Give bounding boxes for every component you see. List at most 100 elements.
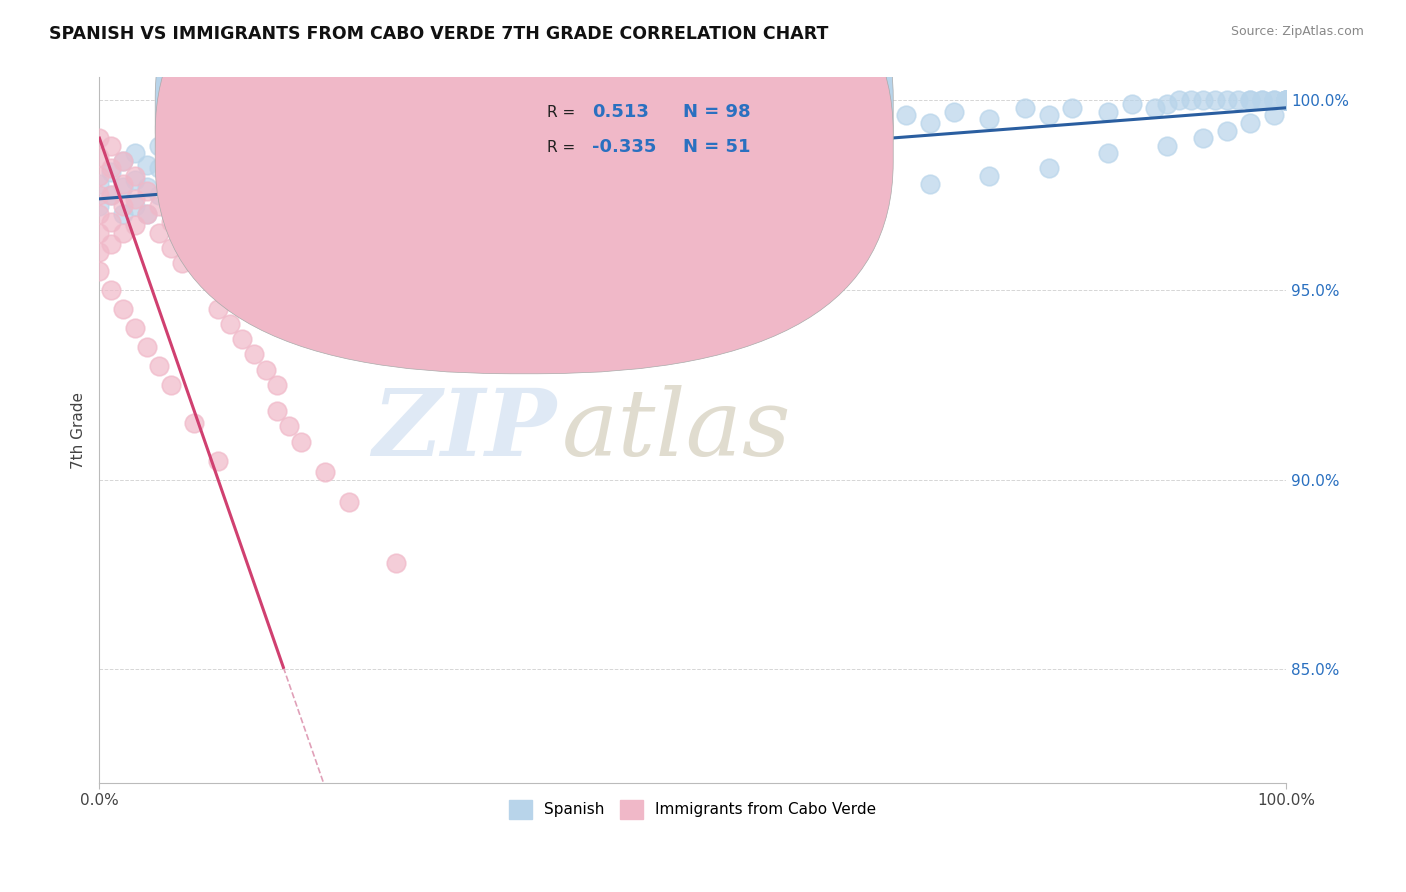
Point <box>89 244 111 259</box>
Point <box>800 207 823 221</box>
Point <box>124 192 146 206</box>
Point <box>326 146 349 161</box>
Point <box>942 104 965 119</box>
Point <box>741 244 763 259</box>
Point <box>159 153 181 168</box>
Point <box>207 153 229 168</box>
Point <box>1239 93 1261 107</box>
Point <box>266 404 288 418</box>
Point <box>89 150 111 164</box>
Point <box>1227 93 1250 107</box>
Point <box>100 283 122 297</box>
Point <box>302 153 325 168</box>
Point <box>278 158 301 172</box>
Point <box>918 116 941 130</box>
Point <box>979 169 1001 183</box>
Point <box>100 188 122 202</box>
Point <box>124 199 146 213</box>
Text: -0.335: -0.335 <box>592 138 657 156</box>
Point <box>124 146 146 161</box>
Point <box>1038 161 1060 176</box>
Point <box>337 495 360 509</box>
Point <box>1263 108 1285 122</box>
Point <box>112 226 135 240</box>
Point <box>89 131 111 145</box>
Point <box>195 169 218 183</box>
Point <box>100 165 122 179</box>
Point <box>468 150 491 164</box>
Point <box>1251 93 1274 107</box>
Point <box>148 359 170 373</box>
Text: R =: R = <box>547 104 579 120</box>
Point <box>89 169 111 183</box>
Point <box>135 158 157 172</box>
Point <box>621 135 644 149</box>
Point <box>159 214 181 228</box>
Point <box>112 199 135 213</box>
Point <box>89 188 111 202</box>
Point <box>1275 93 1298 107</box>
Point <box>89 199 111 213</box>
Point <box>396 153 419 168</box>
Point <box>896 108 918 122</box>
FancyBboxPatch shape <box>155 0 893 338</box>
Point <box>135 207 157 221</box>
Point <box>135 340 157 354</box>
Point <box>1121 97 1143 112</box>
Point <box>1180 93 1202 107</box>
Point <box>89 177 111 191</box>
Point <box>1062 101 1084 115</box>
FancyBboxPatch shape <box>491 85 865 180</box>
Point <box>1014 101 1036 115</box>
Point <box>1215 123 1237 137</box>
Point <box>219 169 242 183</box>
Point <box>148 226 170 240</box>
Point <box>100 214 122 228</box>
Point <box>172 229 194 244</box>
Point <box>159 377 181 392</box>
Text: atlas: atlas <box>562 385 792 475</box>
Point <box>231 184 253 198</box>
Point <box>100 188 122 202</box>
Point <box>266 180 288 194</box>
Text: N = 98: N = 98 <box>683 103 751 121</box>
Point <box>859 120 882 134</box>
Point <box>658 143 681 157</box>
Point <box>100 237 122 252</box>
Point <box>1275 93 1298 107</box>
Point <box>1275 93 1298 107</box>
Point <box>1275 93 1298 107</box>
Point <box>1239 93 1261 107</box>
Point <box>89 207 111 221</box>
Point <box>503 128 526 142</box>
Point <box>444 135 467 149</box>
Point <box>859 188 882 202</box>
Text: R =: R = <box>547 140 579 155</box>
FancyBboxPatch shape <box>155 0 893 374</box>
Point <box>172 256 194 270</box>
Point <box>1263 93 1285 107</box>
Point <box>231 332 253 346</box>
Point <box>254 362 277 376</box>
Point <box>314 465 336 479</box>
Point <box>1251 93 1274 107</box>
Point <box>159 241 181 255</box>
Point <box>207 453 229 467</box>
Point <box>89 226 111 240</box>
Point <box>195 143 218 157</box>
Point <box>1156 97 1178 112</box>
Point <box>242 199 264 213</box>
Point <box>148 199 170 213</box>
Point <box>135 207 157 221</box>
Point <box>112 180 135 194</box>
Point <box>1192 131 1215 145</box>
Point <box>1156 138 1178 153</box>
Point <box>800 123 823 137</box>
Point <box>254 165 277 179</box>
Point <box>112 207 135 221</box>
Text: N = 51: N = 51 <box>683 138 751 156</box>
Point <box>124 219 146 233</box>
Point <box>183 244 205 259</box>
Point <box>1038 108 1060 122</box>
Point <box>112 153 135 168</box>
